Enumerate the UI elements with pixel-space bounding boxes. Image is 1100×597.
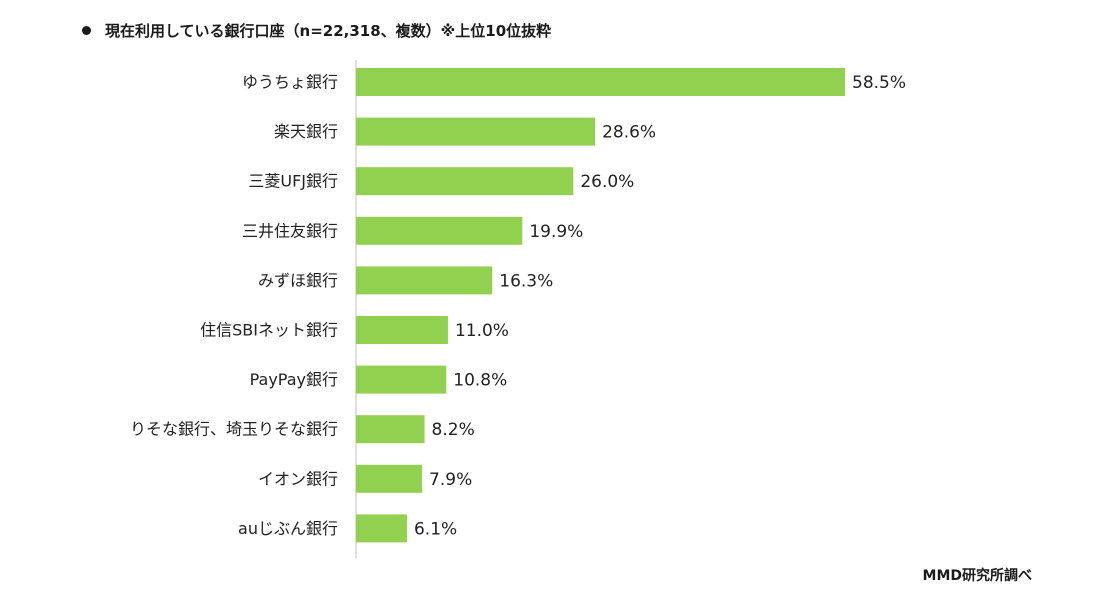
chart-title: 現在利用している銀行口座（n=22,318、複数）※上位10位抜粋	[105, 21, 552, 40]
category-label: PayPay銀行	[250, 370, 338, 389]
value-label: 16.3%	[499, 271, 553, 291]
bar	[356, 514, 407, 543]
bar	[356, 167, 574, 196]
category-label: auじぶん銀行	[238, 519, 338, 538]
category-label: ゆうちょ銀行	[242, 73, 338, 92]
category-label: みずほ銀行	[258, 271, 338, 290]
value-label: 26.0%	[580, 172, 634, 192]
category-label: 三井住友銀行	[242, 221, 338, 240]
category-label: 三菱UFJ銀行	[248, 172, 338, 191]
value-label: 28.6%	[602, 123, 656, 143]
bar	[356, 464, 423, 493]
bar	[356, 316, 448, 344]
category-label: 住信SBIネット銀行	[200, 321, 338, 340]
category-label: イオン銀行	[258, 469, 338, 488]
bar	[356, 117, 596, 146]
category-label: 楽天銀行	[274, 122, 338, 141]
bullet-icon	[82, 25, 91, 35]
value-label: 58.5%	[852, 73, 906, 93]
value-label: 8.2%	[432, 420, 475, 440]
bar	[356, 266, 493, 295]
bar	[356, 415, 425, 444]
value-label: 10.8%	[453, 371, 507, 391]
value-label: 7.9%	[429, 470, 472, 490]
bar	[356, 365, 447, 394]
category-label: りそな銀行、埼玉りそな銀行	[130, 420, 338, 439]
value-label: 19.9%	[529, 222, 583, 242]
bar	[356, 216, 523, 245]
value-label: 11.0%	[455, 321, 509, 341]
bar	[356, 68, 845, 96]
chart-title-row: 現在利用している銀行口座（n=22,318、複数）※上位10位抜粋	[82, 18, 551, 42]
value-label: 6.1%	[414, 519, 457, 539]
source-note: MMD研究所調べ	[922, 568, 1032, 584]
